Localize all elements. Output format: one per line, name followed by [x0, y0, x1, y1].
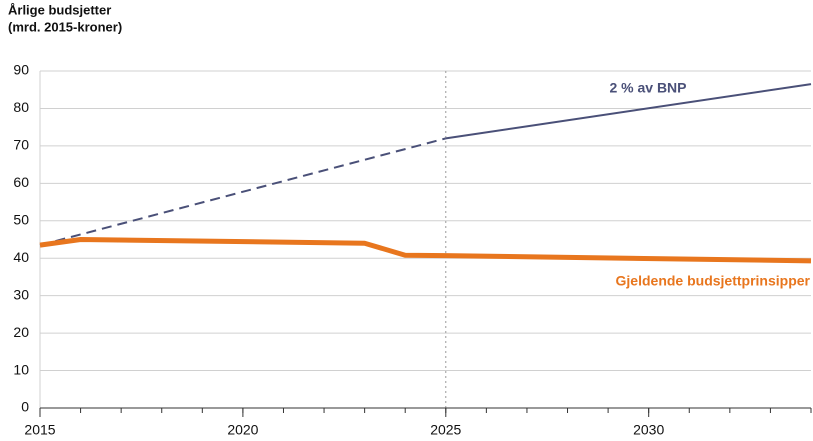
y-tick-label: 10 [13, 361, 29, 377]
chart-title: Årlige budsjetter [8, 2, 111, 17]
x-tick-label: 2025 [430, 422, 461, 438]
y-tick-label: 80 [13, 99, 29, 115]
x-tick-label: 2020 [227, 422, 258, 438]
line-series [39, 237, 812, 264]
line-series [39, 137, 447, 247]
y-tick-label: 60 [13, 174, 29, 190]
series-label: Gjeldende budsjettprinsipper [616, 273, 811, 289]
y-tick-label: 20 [13, 324, 29, 340]
series-label: 2 % av BNP [609, 80, 686, 96]
y-tick-label: 50 [13, 211, 29, 227]
y-tick-label: 30 [13, 286, 29, 302]
chart-title: (mrd. 2015-kroner) [8, 19, 122, 34]
y-tick-label: 90 [13, 62, 29, 78]
y-tick-label: 70 [13, 137, 29, 153]
x-tick-label: 2015 [24, 422, 55, 438]
y-tick-label: 0 [21, 399, 29, 415]
x-tick-label: 2030 [633, 422, 664, 438]
y-tick-label: 40 [13, 249, 29, 265]
line-series [445, 83, 812, 140]
